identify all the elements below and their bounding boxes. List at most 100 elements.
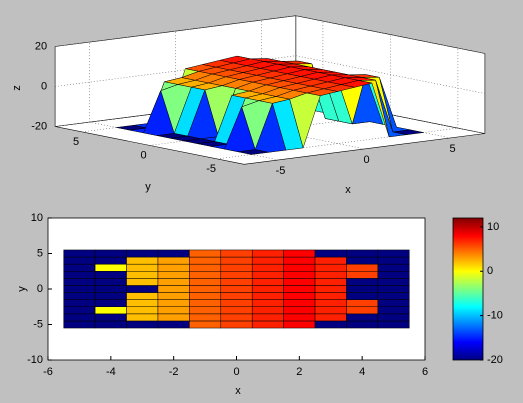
heatmap-cell [189, 278, 222, 286]
heatmap-cell [251, 285, 284, 293]
grid-line [295, 15, 485, 54]
heatmap-cell [346, 278, 379, 286]
x-tick-label: 2 [296, 366, 302, 378]
heatmap-cell [314, 320, 347, 329]
heatmap-cell [251, 263, 284, 272]
heatmap-cell [94, 299, 127, 307]
heatmap-cell [283, 278, 316, 286]
heatmap-cell [377, 299, 410, 307]
colorbar-tick-label: 10 [487, 221, 499, 233]
y-tick-label: -5 [33, 318, 43, 330]
z-tick-label: -20 [31, 120, 47, 132]
heatmap-cell [283, 249, 316, 258]
heatmap-cell [220, 263, 253, 272]
heatmap-cell [220, 299, 253, 307]
heatmap-cell [251, 278, 284, 286]
x-tick-label: -5 [276, 165, 286, 177]
heatmap-cell [220, 285, 253, 293]
heatmap-cell [94, 263, 127, 272]
heatmap-cell [63, 306, 96, 315]
heatmap-cell [157, 299, 190, 307]
heatmap-cell [377, 306, 410, 315]
heatmap-cell [157, 320, 190, 329]
heatmap-cell [251, 249, 284, 258]
heatmap-cell [126, 299, 159, 307]
heatmap-cell [126, 249, 159, 258]
heatmap-cell [126, 278, 159, 286]
heatmap-cell [189, 313, 222, 322]
z-tick-label: 20 [35, 40, 47, 52]
heatmap-cell [251, 320, 284, 329]
heatmap-cell [126, 271, 159, 279]
heatmap-cell [157, 263, 190, 272]
y-axis-label: y [16, 286, 28, 292]
x-axis-label: x [235, 385, 241, 397]
heatmap-cell [220, 292, 253, 300]
colorbar-tick-label: -20 [487, 354, 503, 366]
heatmap-cell [251, 306, 284, 315]
heatmap-cell [126, 292, 159, 300]
y-tick-label: 5 [73, 136, 79, 148]
heatmap-cell [283, 256, 316, 265]
heatmap-cell [94, 306, 127, 315]
heatmap-cell [220, 271, 253, 279]
heatmap-cell [283, 285, 316, 293]
heatmap-cell [63, 285, 96, 293]
heatmap-cell [251, 299, 284, 307]
heatmap-cell [314, 285, 347, 293]
heatmap-cell [220, 306, 253, 315]
heatmap-cell [63, 271, 96, 279]
surface-patch [237, 149, 269, 155]
heatmap-cell [346, 292, 379, 300]
y-tick-label: -10 [27, 354, 43, 366]
heatmap-cell [126, 313, 159, 322]
heatmap-cell [189, 263, 222, 272]
heatmap-cell [283, 263, 316, 272]
heatmap-cell [126, 306, 159, 315]
heatmap-cell [377, 263, 410, 272]
heatmap-cell [346, 256, 379, 265]
heatmap-cell [94, 256, 127, 265]
y-tick-label: 10 [31, 212, 43, 224]
heatmap-cell [251, 313, 284, 322]
colorbar [452, 217, 484, 361]
heatmap-cell [157, 249, 190, 258]
heatmap-cell [377, 292, 410, 300]
heatmap-cell [377, 278, 410, 286]
heatmap-cell [283, 271, 316, 279]
x-tick-label: -6 [43, 366, 53, 378]
heatmap-cell [283, 299, 316, 307]
heatmap-cell [126, 263, 159, 272]
x-axis-label-3d: x [345, 184, 351, 196]
heatmap-cell [157, 285, 190, 293]
heatmap-cell [314, 292, 347, 300]
x-tick-label: 5 [449, 143, 455, 155]
heatmap-cell [126, 256, 159, 265]
heatmap-cell [377, 313, 410, 322]
y-tick-label: 0 [141, 149, 147, 161]
heatmap-cell [220, 320, 253, 329]
heatmap-cell [346, 285, 379, 293]
heatmap-cell [63, 249, 96, 258]
heatmap-cell [377, 249, 410, 258]
heatmap-cell [346, 306, 379, 315]
heatmap-cell [63, 292, 96, 300]
heatmap-cell [346, 263, 379, 272]
heatmap-cell [189, 299, 222, 307]
heatmap-cell [157, 256, 190, 265]
heatmap-cell [346, 299, 379, 307]
heatmap-cell [346, 313, 379, 322]
heatmap-cell [220, 249, 253, 258]
x-tick-label: 0 [363, 154, 369, 166]
y-axis-label-3d: y [145, 181, 151, 193]
heatmap-cell [94, 313, 127, 322]
z-axis-label-3d: z [11, 85, 23, 91]
heatmap-cell [283, 320, 316, 329]
heatmap-cell [377, 320, 410, 329]
heatmap-cell [377, 256, 410, 265]
heatmap-cell [157, 292, 190, 300]
heatmap-cell [94, 278, 127, 286]
heatmap-cell [94, 292, 127, 300]
heatmap-cell [94, 249, 127, 258]
heatmap-cell [63, 263, 96, 272]
